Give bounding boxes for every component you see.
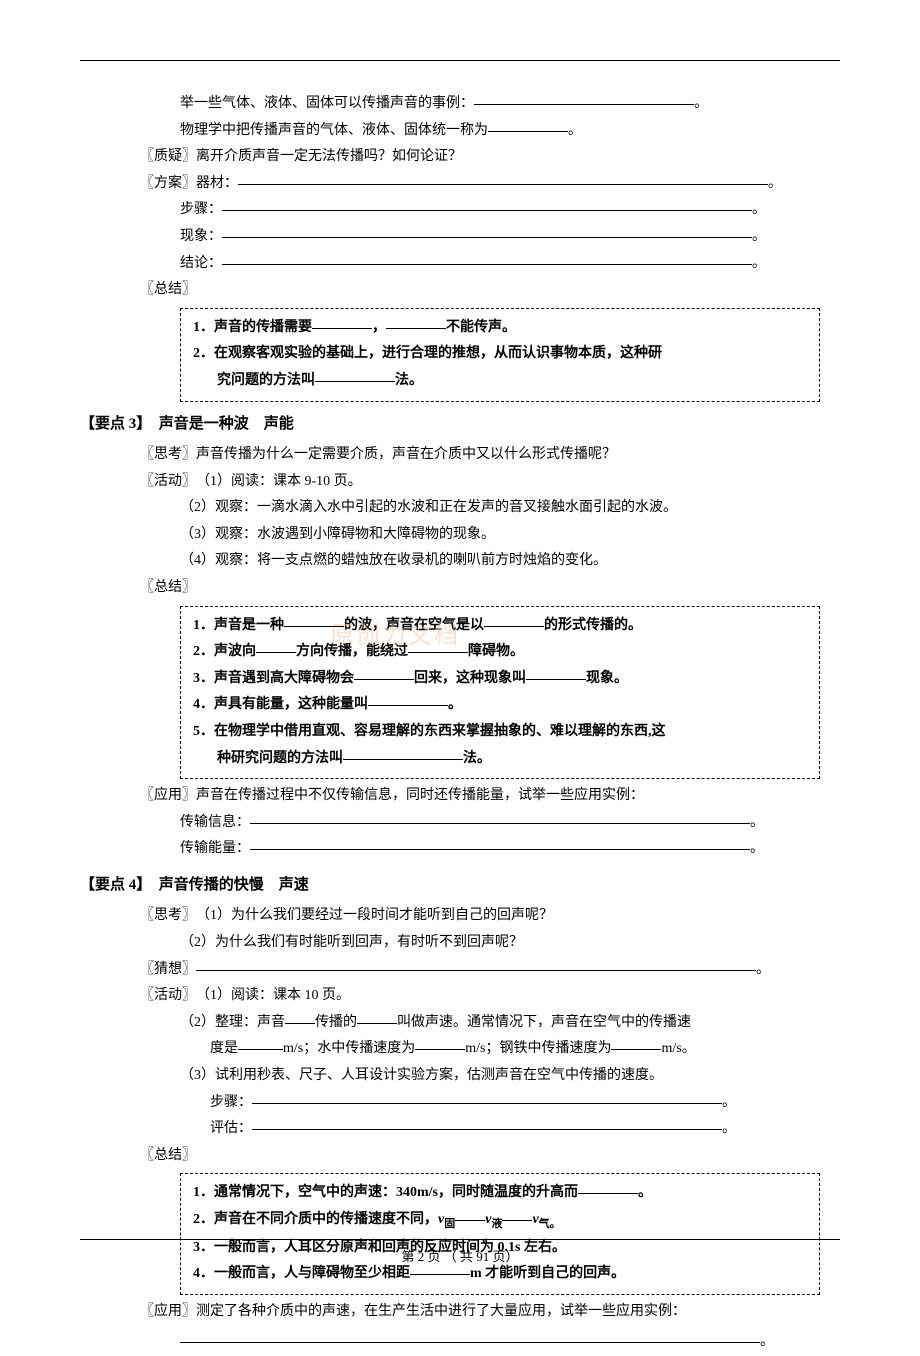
text: （2）为什么我们有时能听到回声，有时听不到回声呢？ xyxy=(80,930,840,957)
label: 〖总结〗 xyxy=(80,1143,840,1170)
label: 〖方案〗 xyxy=(140,171,196,198)
text: 〖应用〗测定了各种介质中的声速，在生产生活中进行了大量应用，试举一些应用实例： xyxy=(80,1299,840,1326)
label: 〖猜想〗 xyxy=(140,957,196,984)
label: 评估： xyxy=(210,1116,252,1143)
summary-box-3: 1．通常情况下，空气中的声速：340m/s，同时随温度的升高而。 2．声音在不同… xyxy=(180,1173,820,1294)
summary-box-2: 1．声音是一种的波，声音在空气是以的形式传播的。 2．声波向方向传播，能绕过障碍… xyxy=(180,606,820,780)
text: （3）观察：水波遇到小障碍物和大障碍物的现象。 xyxy=(80,522,840,549)
label: 〖应用〗 xyxy=(140,783,196,810)
document-content: 举一些气体、液体、固体可以传播声音的事例：。 物理学中把传播声音的气体、液体、固… xyxy=(80,91,840,1356)
text: （4）观察：将一支点燃的蜡烛放在收录机的喇叭前方时烛焰的变化。 xyxy=(80,548,840,575)
label: 〖活动〗 xyxy=(140,983,196,1010)
label: 〖思考〗 xyxy=(140,903,196,930)
text: 〖质疑〗离开介质声音一定无法传播吗？如何论证？ xyxy=(80,144,840,171)
text: （3）试利用秒表、尺子、人耳设计实验方案，估测声音在空气中传播的速度。 xyxy=(80,1063,840,1090)
text: 物理学中把传播声音的气体、液体、固体统一称为 xyxy=(180,123,488,138)
text: 声音在传播过程中不仅传输信息，同时还传播能量，试举一些应用实例： xyxy=(196,783,644,810)
label: 现象： xyxy=(180,224,222,251)
summary-box-1: 1．声音的传播需要，不能传声。 2．在观察客观实验的基础上，进行合理的推想，从而… xyxy=(180,308,820,402)
label: 〖总结〗 xyxy=(80,277,840,304)
label: 传输信息： xyxy=(180,810,250,837)
label: 传输能量： xyxy=(180,836,250,863)
text: （2）观察：一滴水滴入水中引起的水波和正在发声的音叉接触水面引起的水波。 xyxy=(80,495,840,522)
text: （1）阅读：课本 9-10 页。 xyxy=(196,469,362,496)
label: 〖活动〗 xyxy=(140,469,196,496)
text: 举一些气体、液体、固体可以传播声音的事例： xyxy=(180,96,474,111)
text: （1）阅读：课本 10 页。 xyxy=(196,983,350,1010)
label: 步骤： xyxy=(180,197,222,224)
label: 器材： xyxy=(196,171,238,198)
text: （2）整理：声音 xyxy=(180,1015,285,1030)
page-number: 第 2 页 （ 共 91 页） xyxy=(0,1246,920,1265)
section-3-title: 【要点 3】 声音是一种波 声能 xyxy=(80,410,840,439)
section-4-title: 【要点 4】 声音传播的快慢 声速 xyxy=(80,871,840,900)
text: 〖思考〗声音传播为什么一定需要介质，声音在介质中又以什么形式传播呢？ xyxy=(80,442,840,469)
label: 〖总结〗 xyxy=(80,575,840,602)
label: 步骤： xyxy=(210,1090,252,1117)
label: 结论： xyxy=(180,251,222,278)
text: 度是 xyxy=(210,1041,238,1056)
text: （1）为什么我们要经过一段时间才能听到自己的回声呢？ xyxy=(196,903,553,930)
